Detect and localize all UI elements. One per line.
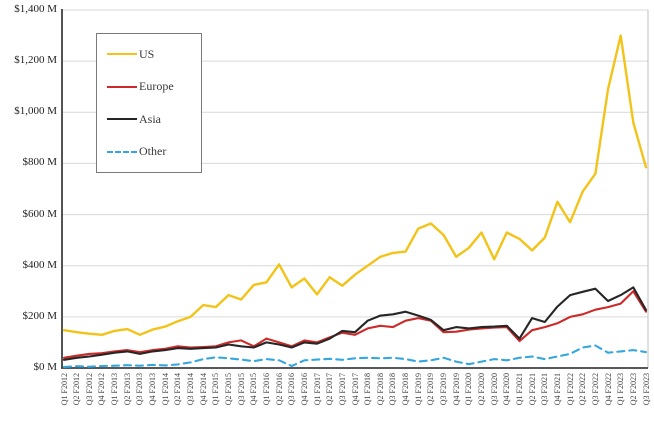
x-axis-label: Q3 F2016 <box>287 373 297 406</box>
x-axis-label: Q2 F2019 <box>426 373 436 406</box>
x-axis-label: Q2 F2020 <box>477 373 487 406</box>
x-axis-label: Q1 F2022 <box>565 373 575 406</box>
legend-item-other: Other <box>107 144 201 159</box>
x-axis-label: Q1 F2013 <box>110 373 120 406</box>
x-axis-label: Q1 F2020 <box>464 373 474 406</box>
x-axis-label: Q3 F2020 <box>489 373 499 406</box>
series-line-europe <box>62 290 648 359</box>
x-axis-label: Q4 F2015 <box>249 373 259 406</box>
x-axis-label: Q3 F2022 <box>590 373 600 406</box>
x-axis-label: Q1 F2019 <box>413 373 423 406</box>
x-axis-label: Q4 F2020 <box>502 373 512 406</box>
series-line-asia <box>62 286 648 361</box>
x-axis-label: Q4 F2019 <box>451 373 461 406</box>
x-axis-label: Q4 F2014 <box>198 373 208 406</box>
x-axis-label: Q3 F2013 <box>135 373 145 406</box>
x-axis-label: Q3 F2014 <box>186 373 196 406</box>
y-axis-label: $200 M <box>22 309 57 322</box>
x-axis-label: Q3 F2019 <box>439 373 449 406</box>
x-axis-label: Q2 F2022 <box>578 373 588 406</box>
y-axis-label: $0 M <box>33 361 57 373</box>
x-axis-label: Q1 F2023 <box>616 373 626 406</box>
y-axis-label: $800 M <box>22 156 57 169</box>
series-line-other <box>62 344 648 369</box>
legend-label: Asia <box>139 111 161 126</box>
x-axis-label: Q2 F2015 <box>223 373 233 406</box>
x-axis-label: Q1 F2015 <box>211 373 221 406</box>
legend: US Europe Asia Other <box>96 33 202 173</box>
x-axis-label: Q1 F2014 <box>160 373 170 406</box>
legend-item-us: US <box>107 47 201 62</box>
x-axis-label: Q4 F2017 <box>350 373 360 406</box>
x-axis-label: Q4 F2013 <box>148 373 158 406</box>
y-axis-label: $1,400 M <box>14 3 57 15</box>
x-axis-label: Q2 F2013 <box>122 373 132 406</box>
x-axis-label: Q2 F2017 <box>325 373 335 406</box>
x-axis-label: Q1 F2016 <box>261 373 271 406</box>
y-axis-label: $400 M <box>22 258 57 271</box>
legend-swatch-asia <box>107 118 137 121</box>
x-axis-label: Q2 F2018 <box>375 373 385 406</box>
x-axis-label: Q3 F2017 <box>337 373 347 406</box>
x-axis-label: Q4 F2021 <box>552 373 562 406</box>
x-axis-label: Q4 F2022 <box>603 373 613 406</box>
x-axis-label: Q3 F2012 <box>84 373 94 406</box>
x-axis-label: Q1 F2018 <box>363 373 373 406</box>
x-axis-label: Q3 F2023 <box>641 373 651 406</box>
y-axis-label: $1,000 M <box>14 105 57 118</box>
x-axis-label: Q2 F2014 <box>173 373 183 406</box>
x-axis-label: Q4 F2016 <box>299 373 309 406</box>
legend-label: Other <box>139 144 167 159</box>
series-line-us <box>62 34 648 336</box>
x-axis-label: Q2 F2016 <box>274 373 284 406</box>
x-axis-label: Q1 F2021 <box>514 373 524 406</box>
legend-label: US <box>139 46 155 61</box>
y-axis-label: $600 M <box>22 207 57 220</box>
x-axis-label: Q4 F2018 <box>401 373 411 406</box>
x-axis-label: Q3 F2021 <box>540 373 550 406</box>
legend-item-europe: Europe <box>107 79 201 94</box>
legend-swatch-other <box>107 150 137 153</box>
x-axis-label: Q4 F2012 <box>97 373 107 406</box>
x-axis-label: Q1 F2017 <box>312 373 322 406</box>
x-axis-label: Q2 F2012 <box>72 373 82 406</box>
x-axis-label: Q3 F2015 <box>236 373 246 406</box>
x-axis-label: Q1 F2012 <box>59 373 69 406</box>
y-axis-label: $1,200 M <box>14 54 57 67</box>
legend-swatch-europe <box>107 85 137 88</box>
legend-swatch-us <box>107 53 137 56</box>
legend-item-asia: Asia <box>107 112 201 127</box>
legend-label: Europe <box>139 79 174 94</box>
x-axis-label: Q2 F2023 <box>628 373 638 406</box>
x-axis-label: Q3 F2018 <box>388 373 398 406</box>
x-axis-label: Q2 F2021 <box>527 373 537 406</box>
